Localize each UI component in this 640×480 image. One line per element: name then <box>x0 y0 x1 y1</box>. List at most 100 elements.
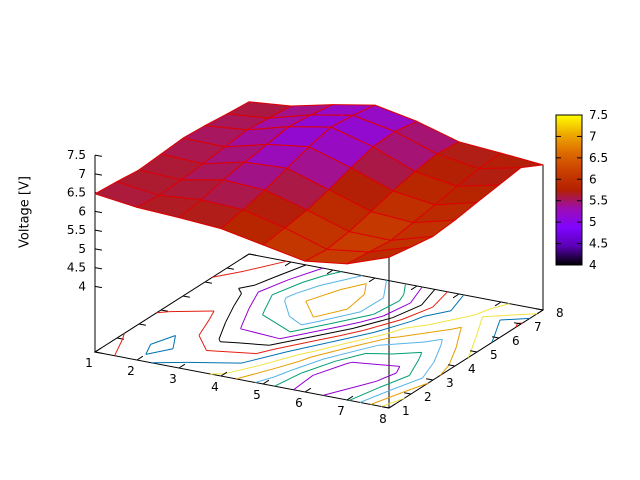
y-tick-label: 2 <box>424 390 432 404</box>
contour-segment <box>405 324 430 329</box>
contour-segment <box>371 313 375 316</box>
x-tick-label: 7 <box>337 404 345 418</box>
y-tick <box>492 336 500 339</box>
z-tick-label: 4.5 <box>67 261 86 275</box>
z-tick <box>94 154 102 157</box>
contour-segment <box>474 308 491 316</box>
y-tick <box>382 406 390 409</box>
contour-segment <box>348 327 354 330</box>
contour-segment <box>493 319 501 338</box>
contour-segment <box>122 333 125 340</box>
contour-segment <box>322 384 364 396</box>
contour-segment <box>305 289 341 302</box>
colorbar-rect <box>555 114 583 266</box>
x-tick-label: 3 <box>169 372 177 386</box>
contour-segment <box>290 323 330 333</box>
contour-segment <box>323 348 365 360</box>
z-tick <box>94 229 102 232</box>
contour-segment <box>390 377 423 391</box>
contour-segment <box>241 308 250 326</box>
x-tick-label: 1 <box>85 356 93 370</box>
x-tick <box>220 371 228 377</box>
contour-segment <box>296 285 320 294</box>
y-tick <box>448 364 456 367</box>
contour-segment <box>398 328 453 338</box>
contour-segment <box>224 364 261 375</box>
contour-segment <box>359 389 391 403</box>
contour-segment <box>289 358 324 372</box>
contour-segment <box>390 336 399 339</box>
z-tick <box>94 267 102 270</box>
y-tick <box>536 308 544 311</box>
contour-segment <box>248 291 259 309</box>
contour-segment <box>114 338 124 356</box>
x-axis: 1 2 3 4 5 6 7 8 <box>85 347 396 426</box>
contour-segment <box>455 330 461 349</box>
contour-segment <box>198 335 207 351</box>
y-tick-back <box>160 309 168 312</box>
contour-segment <box>236 342 270 346</box>
contour-segment <box>284 297 287 302</box>
contour-segment <box>515 323 518 328</box>
contour-segment <box>306 328 349 339</box>
z-tick-label: 7.5 <box>67 148 86 162</box>
contour-segment <box>327 341 331 344</box>
contour-segment <box>373 300 400 315</box>
contour-segment <box>452 326 462 330</box>
x-tick <box>388 403 396 409</box>
contour-segment <box>349 387 379 401</box>
contour-segment <box>187 361 242 364</box>
contour-segment <box>381 397 405 408</box>
contour-segment <box>324 271 342 277</box>
contour-segment <box>432 291 448 308</box>
contour-segment <box>370 391 403 405</box>
contour-segment <box>198 318 210 336</box>
z-tick <box>94 210 102 214</box>
z-axis-title: Voltage [V] <box>17 176 33 248</box>
contour-segment <box>295 325 342 337</box>
contour-segment <box>275 361 299 369</box>
contour-segment <box>218 322 227 340</box>
surface-quad <box>346 246 412 265</box>
contour-segment <box>428 314 475 326</box>
contour-segment <box>272 339 319 350</box>
contour-segment <box>391 351 422 355</box>
contour-segment <box>341 333 385 345</box>
x-tick-back <box>326 269 334 275</box>
x-tick <box>94 347 102 353</box>
contour-segment <box>410 286 423 304</box>
contour-segment <box>256 349 274 355</box>
contour-segment <box>233 293 242 306</box>
x-tick-label: 2 <box>127 364 135 378</box>
contour-segment <box>238 284 255 289</box>
contour-segment <box>312 363 347 376</box>
contour-segment <box>269 337 307 346</box>
y-tick-back <box>248 253 256 256</box>
contour-segment <box>259 354 300 366</box>
contour-segment <box>383 302 411 317</box>
contour-segment <box>169 310 215 313</box>
contour-segment <box>218 338 221 342</box>
contour-lines <box>114 260 538 408</box>
contour-segment <box>499 317 530 321</box>
contour-segment <box>241 361 245 364</box>
contour-segment <box>212 270 244 278</box>
contour-segment <box>360 297 384 313</box>
colorbar-tick-label: 4.5 <box>589 237 608 251</box>
contour-segment <box>352 337 391 347</box>
contour-segment <box>364 344 379 350</box>
contour-segment <box>317 311 361 323</box>
colorbar-tick-label: 7.5 <box>589 108 608 122</box>
contour-segment <box>273 370 290 378</box>
contour-segment <box>450 294 465 312</box>
x-tick-label: 6 <box>295 396 303 410</box>
x-tick <box>178 363 186 369</box>
contour-segment <box>401 306 433 320</box>
contour-segment <box>284 300 290 317</box>
contour-segment <box>470 333 478 352</box>
surface-mesh <box>94 101 544 265</box>
contour-segment <box>378 341 425 346</box>
y-tick <box>404 392 412 395</box>
contour-segment <box>285 342 328 353</box>
